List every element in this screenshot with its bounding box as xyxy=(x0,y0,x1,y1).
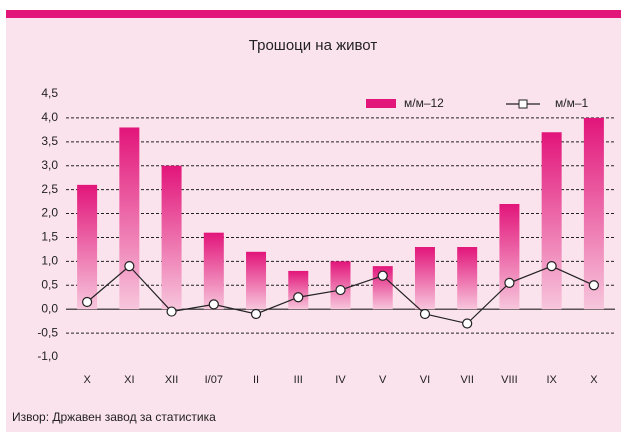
x-tick-label: III xyxy=(294,374,303,386)
y-tick-label: -1,0 xyxy=(37,349,58,363)
point xyxy=(250,308,262,320)
point xyxy=(82,296,93,308)
point xyxy=(377,270,388,281)
y-tick-label: -0,5 xyxy=(37,325,58,339)
bar xyxy=(414,247,435,310)
bar xyxy=(246,251,267,310)
y-tick-label: 0,5 xyxy=(41,277,58,291)
x-tick-label: VI xyxy=(420,374,430,386)
bar xyxy=(541,132,562,310)
x-tick-label: VIII xyxy=(501,374,518,386)
source: Извор: Државен завод за статистика xyxy=(12,410,216,424)
x-tick-label: X xyxy=(590,374,598,386)
y-tick-label: 0,0 xyxy=(41,301,58,315)
point xyxy=(588,280,599,291)
bar xyxy=(77,184,98,310)
bar xyxy=(119,127,140,310)
x-tick-label: VII xyxy=(460,374,473,386)
point xyxy=(504,277,515,288)
legend-swatch xyxy=(366,99,396,108)
legend-label: м/м–12 xyxy=(404,96,444,110)
legend-marker xyxy=(518,99,528,109)
y-tick-label: 4,5 xyxy=(41,86,58,100)
bar xyxy=(583,117,604,310)
point xyxy=(462,318,473,329)
y-tick-label: 1,5 xyxy=(41,230,58,244)
y-tick-label: 3,5 xyxy=(41,134,58,148)
top-band xyxy=(6,10,621,18)
y-tick-label: 1,0 xyxy=(41,254,58,268)
point xyxy=(335,284,346,296)
x-tick-label: XI xyxy=(124,374,134,386)
bar xyxy=(161,165,182,310)
point xyxy=(419,308,431,320)
legend-label: м/м–1 xyxy=(555,96,589,110)
y-tick-label: 2,5 xyxy=(41,182,58,196)
x-tick-label: II xyxy=(253,374,259,386)
panel xyxy=(6,18,621,432)
x-tick-label: IV xyxy=(335,374,346,386)
x-tick-label: V xyxy=(379,374,387,386)
chart-title: Трошоци на живот xyxy=(249,37,378,54)
point xyxy=(546,261,557,272)
point xyxy=(293,292,304,303)
y-tick-label: 3,0 xyxy=(41,158,58,172)
point xyxy=(166,306,177,317)
y-tick-label: 4,0 xyxy=(41,110,58,124)
x-tick-label: XII xyxy=(165,374,178,386)
x-tick-label: X xyxy=(83,374,91,386)
bar xyxy=(203,232,224,310)
y-tick-label: 2,0 xyxy=(41,206,58,220)
bar xyxy=(499,203,520,310)
x-tick-label: IX xyxy=(546,374,557,386)
bar xyxy=(457,247,478,310)
point xyxy=(208,299,219,310)
x-tick-label: I/07 xyxy=(205,374,223,386)
bar xyxy=(288,270,309,310)
point xyxy=(124,261,135,272)
